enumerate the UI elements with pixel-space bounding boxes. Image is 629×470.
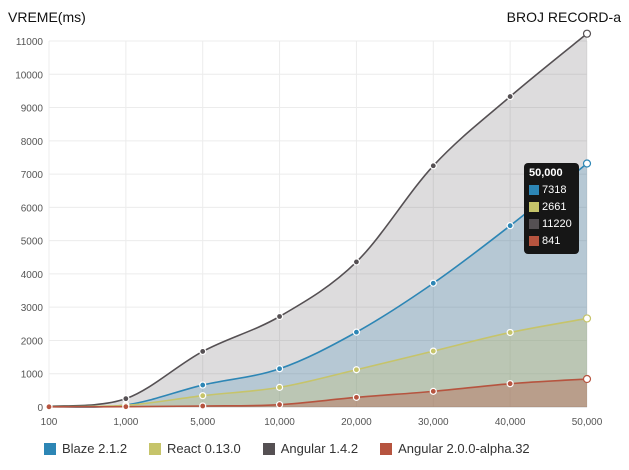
point-angular-1-4-2-3 (275, 312, 284, 321)
point-react-0-13-0-2 (199, 392, 207, 400)
y-tick-label-3: 3000 (21, 303, 44, 314)
line-angular-2-0-0-alpha-32 (48, 378, 588, 408)
y-tick-label-0: 0 (37, 403, 43, 414)
area-react-0-13-0 (49, 318, 587, 407)
x-tick-label-1: 1,000 (113, 417, 138, 428)
point-react-0-13-0-6 (506, 328, 514, 337)
line-angular-1-4-2 (48, 33, 588, 408)
point-react-0-13-0-7 (582, 314, 592, 323)
x-tick-label-5: 30,000 (418, 417, 449, 428)
legend-swatch-blaze (44, 442, 56, 455)
legend-item-angular2[interactable]: Angular 2.0.0-alpha.32 (380, 441, 530, 456)
legend-label-blaze: Blaze 2.1.2 (62, 441, 128, 456)
line-blaze-2-1-2 (48, 162, 588, 408)
tooltip-swatch-blaze (529, 184, 539, 195)
tooltip-swatch-angular1 (529, 218, 539, 229)
area-angular-2-0-0-alpha-32 (49, 379, 587, 407)
point-blaze-2-1-2-5 (429, 279, 437, 287)
point-angular-2-0-0-alpha-32-6 (506, 380, 514, 388)
tooltip-row-angular2: 841 (529, 232, 574, 249)
tooltip-swatch-angular2 (529, 235, 539, 246)
y-tick-label-9: 9000 (21, 104, 44, 115)
y-tick-label-4: 4000 (21, 270, 44, 281)
tooltip-swatch-react (529, 201, 539, 212)
x-tick-label-4: 20,000 (341, 417, 372, 428)
area-angular-1-4-2 (49, 33, 587, 408)
tooltip-value-react: 2661 (542, 200, 567, 213)
point-angular-2-0-0-alpha-32-3 (275, 401, 284, 409)
point-blaze-2-1-2-2 (199, 381, 207, 389)
tooltip-value-blaze: 7318 (542, 183, 567, 196)
point-blaze-2-1-2-7 (582, 159, 592, 168)
line-react-0-13-0 (48, 317, 588, 408)
x-tick-label-2: 5,000 (190, 417, 215, 428)
chart-legend: Blaze 2.1.2 React 0.13.0 Angular 1.4.2 A… (44, 441, 530, 456)
point-blaze-2-1-2-3 (275, 365, 284, 373)
y-tick-label-7: 7000 (21, 170, 44, 181)
tooltip-row-blaze: 7318 (529, 181, 574, 198)
point-angular-1-4-2-5 (429, 162, 437, 170)
point-blaze-2-1-2-6 (506, 222, 514, 230)
point-angular-2-0-0-alpha-32-5 (429, 387, 437, 395)
point-angular-2-0-0-alpha-32-1 (122, 403, 130, 411)
point-angular-1-4-2-7 (582, 29, 592, 38)
point-react-0-13-0-4 (352, 366, 361, 374)
y-tick-label-2: 2000 (21, 336, 44, 347)
legend-label-angular2: Angular 2.0.0-alpha.32 (398, 441, 530, 456)
point-angular-1-4-2-6 (506, 92, 514, 101)
tooltip-value-angular2: 841 (542, 234, 561, 247)
y-tick-label-1: 1000 (21, 370, 44, 381)
point-angular-2-0-0-alpha-32-4 (352, 393, 361, 401)
point-react-0-13-0-3 (275, 383, 284, 391)
chart-tooltip: 50,000 7318 2661 11220 841 (524, 163, 579, 254)
y-tick-label-8: 8000 (21, 137, 44, 148)
legend-swatch-react (149, 442, 162, 455)
y-tick-label-10: 10000 (15, 70, 43, 81)
y-tick-label-5: 5000 (21, 237, 44, 248)
y-axis-title: VREME(ms) (8, 9, 86, 25)
legend-swatch-angular2 (380, 442, 393, 455)
point-angular-2-0-0-alpha-32-0 (45, 403, 53, 411)
point-react-0-13-0-5 (429, 347, 437, 355)
point-angular-1-4-2-1 (122, 395, 130, 403)
point-blaze-2-1-2-4 (352, 328, 361, 336)
point-angular-1-4-2-4 (352, 258, 361, 266)
legend-item-react[interactable]: React 0.13.0 (149, 441, 241, 456)
legend-label-angular1: Angular 1.4.2 (280, 441, 359, 456)
legend-swatch-angular1 (262, 442, 275, 455)
tooltip-label: 50,000 (529, 167, 563, 179)
x-axis-title: BROJ RECORD-a (506, 9, 621, 25)
point-angular-2-0-0-alpha-32-2 (199, 402, 207, 410)
y-tick-label-11: 11000 (16, 37, 44, 48)
x-tick-label-0: 100 (41, 417, 58, 428)
point-angular-1-4-2-2 (199, 347, 207, 356)
legend-item-blaze[interactable]: Blaze 2.1.2 (44, 441, 127, 456)
tooltip-row-react: 2661 (529, 198, 574, 215)
y-tick-label-6: 6000 (21, 203, 44, 214)
x-tick-label-7: 50,000 (572, 417, 603, 428)
legend-item-angular1[interactable]: Angular 1.4.2 (262, 441, 359, 456)
point-angular-2-0-0-alpha-32-7 (582, 374, 592, 384)
x-tick-label-3: 10,000 (264, 417, 295, 428)
legend-label-react: React 0.13.0 (167, 441, 241, 456)
tooltip-row-angular1: 11220 (529, 215, 574, 232)
x-tick-label-6: 40,000 (495, 417, 526, 428)
tooltip-value-angular1: 11220 (542, 217, 572, 230)
